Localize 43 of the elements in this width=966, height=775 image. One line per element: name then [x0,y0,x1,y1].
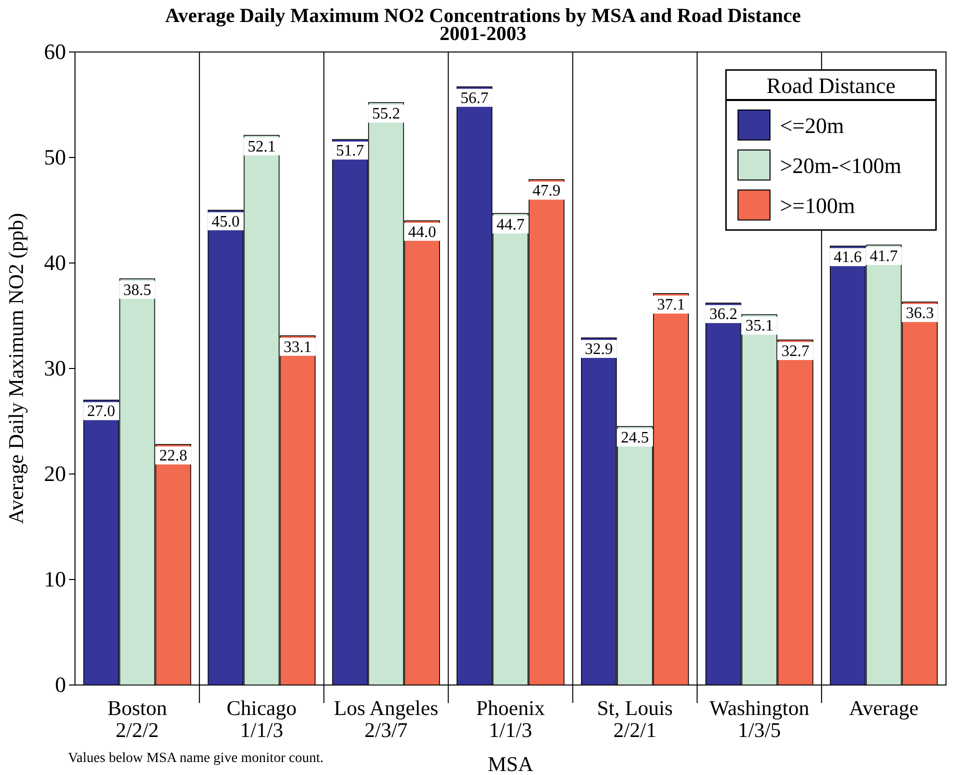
y-tick-label: 50 [44,144,66,170]
legend-title: Road Distance [766,73,896,98]
data-label: 51.7 [336,142,364,160]
data-label: 22.8 [159,447,188,464]
data-label: 56.7 [460,90,488,107]
text: Values below MSA name give monitor count. [68,751,324,766]
y-tick-label: 10 [44,566,66,592]
data-label: 27.0 [87,403,116,420]
legend-label: >=100m [780,193,855,218]
x-tick-label: Average [849,696,919,720]
x-tick-label: Chicago 1/1/3 [226,696,297,742]
x-tick-label: Washington 1/3/5 [709,696,810,742]
x-tick-label: Boston 2/2/2 [107,696,168,742]
y-tick-label: 20 [44,461,66,486]
data-label: 36.2 [709,306,738,324]
x-tick-label: Phoenix 1/1/3 [476,696,546,742]
data-label: 44.0 [408,224,436,241]
data-label: 41.6 [834,249,862,266]
y-tick-label: 40 [44,250,66,276]
data-label: 37.1 [656,296,685,314]
legend-label: <=20m [780,113,844,138]
data-label: 47.9 [532,182,561,200]
legend-label: >20m-<100m [780,153,902,178]
y-axis-title: Average Daily Maximum NO2 (ppb) [4,212,28,524]
x-tick-label: St, Louis 2/2/1 [597,696,673,742]
data-label: 38.5 [123,282,152,299]
x-axis-title: MSA [488,752,534,775]
data-label: 44.7 [496,216,524,234]
data-label: 24.5 [620,430,649,447]
data-label: 32.7 [781,343,810,360]
data-label: 33.1 [284,338,312,356]
data-label: 45.0 [212,213,240,230]
chart-title: Average Daily Maximum NO2 Concentrations by MSA and Road Distance 2001-2003 [165,5,801,45]
data-label: 35.1 [745,318,774,335]
data-label: 41.7 [870,248,898,266]
data-label: 55.2 [372,106,400,123]
y-tick-label: 60 [44,39,66,64]
y-tick-label: 30 [44,356,66,381]
data-label: 32.9 [584,340,613,358]
x-tick-label: Los Angeles 2/3/7 [334,696,438,742]
data-label: 36.3 [906,305,934,322]
data-label: 52.1 [248,138,276,156]
y-tick-label: 0 [55,672,66,698]
